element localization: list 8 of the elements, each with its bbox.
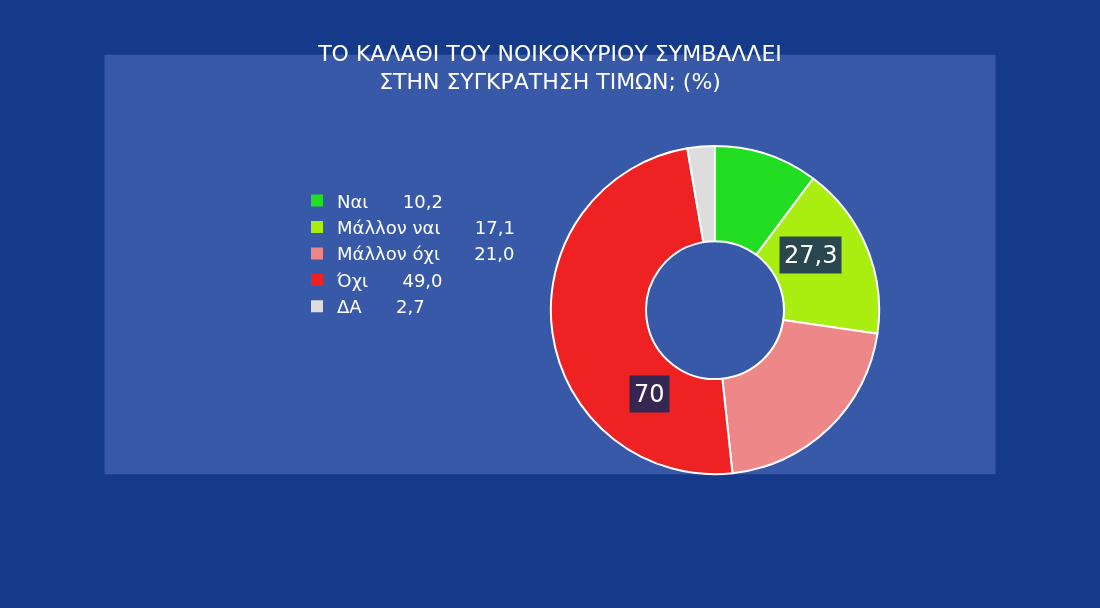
legend-label: Ναι 10,2 bbox=[337, 190, 443, 212]
chart-title: ΤΟ ΚΑΛΑΘΙ ΤΟΥ ΝΟΙΚΟΚΥΡΙΟΥ ΣΥΜΒΑΛΛΕΙ ΣΤΗΝ ΣΥΓΚΡΑΤΗΣΗ ΤΙΜΩΝ; (%) bbox=[317, 40, 782, 95]
text: 70 bbox=[634, 380, 665, 408]
legend-label: Όχι 49,0 bbox=[336, 269, 443, 291]
text: 27,3 bbox=[784, 241, 838, 269]
legend-label: Μάλλον όχι 21,0 bbox=[337, 243, 515, 265]
legend-label: Μάλλον ναι 17,1 bbox=[337, 217, 515, 239]
legend-label: ΔΑ 2,7 bbox=[337, 296, 425, 318]
